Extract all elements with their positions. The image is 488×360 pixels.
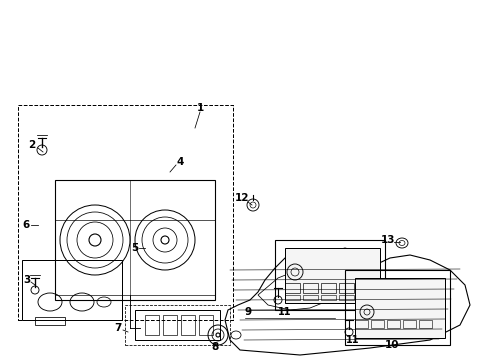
Bar — [402, 320, 415, 328]
Bar — [354, 320, 367, 328]
Bar — [285, 248, 379, 303]
Bar — [199, 315, 213, 335]
Bar — [274, 240, 384, 310]
Bar — [370, 320, 383, 328]
Bar — [386, 320, 399, 328]
Text: 8: 8 — [211, 342, 218, 352]
Bar — [285, 283, 299, 293]
Text: 12: 12 — [234, 193, 249, 203]
Text: 5: 5 — [131, 243, 138, 253]
Bar — [338, 295, 353, 300]
Text: 1: 1 — [196, 103, 203, 113]
Bar — [354, 278, 444, 338]
Bar — [35, 317, 65, 325]
Text: 9: 9 — [244, 307, 251, 317]
Text: 4: 4 — [176, 157, 183, 167]
Bar — [320, 295, 335, 300]
Bar — [181, 315, 195, 335]
Bar — [320, 283, 335, 293]
Text: 11: 11 — [346, 335, 359, 345]
Bar — [418, 320, 431, 328]
Text: 13: 13 — [380, 235, 394, 245]
Bar — [125, 305, 229, 345]
Bar — [338, 283, 353, 293]
Bar — [345, 270, 449, 345]
Bar — [285, 295, 299, 300]
Text: 7: 7 — [114, 323, 122, 333]
Bar — [356, 295, 371, 300]
Bar — [163, 315, 177, 335]
Text: 6: 6 — [22, 220, 30, 230]
Text: 2: 2 — [28, 140, 36, 150]
Bar — [145, 315, 159, 335]
Text: 11: 11 — [278, 307, 291, 317]
Text: 10: 10 — [384, 340, 398, 350]
Bar — [135, 310, 220, 340]
Bar — [18, 105, 232, 320]
Bar — [356, 283, 371, 293]
Bar — [55, 180, 215, 300]
Bar — [303, 283, 317, 293]
Bar — [22, 260, 122, 320]
Text: 3: 3 — [23, 275, 31, 285]
Bar — [303, 295, 317, 300]
